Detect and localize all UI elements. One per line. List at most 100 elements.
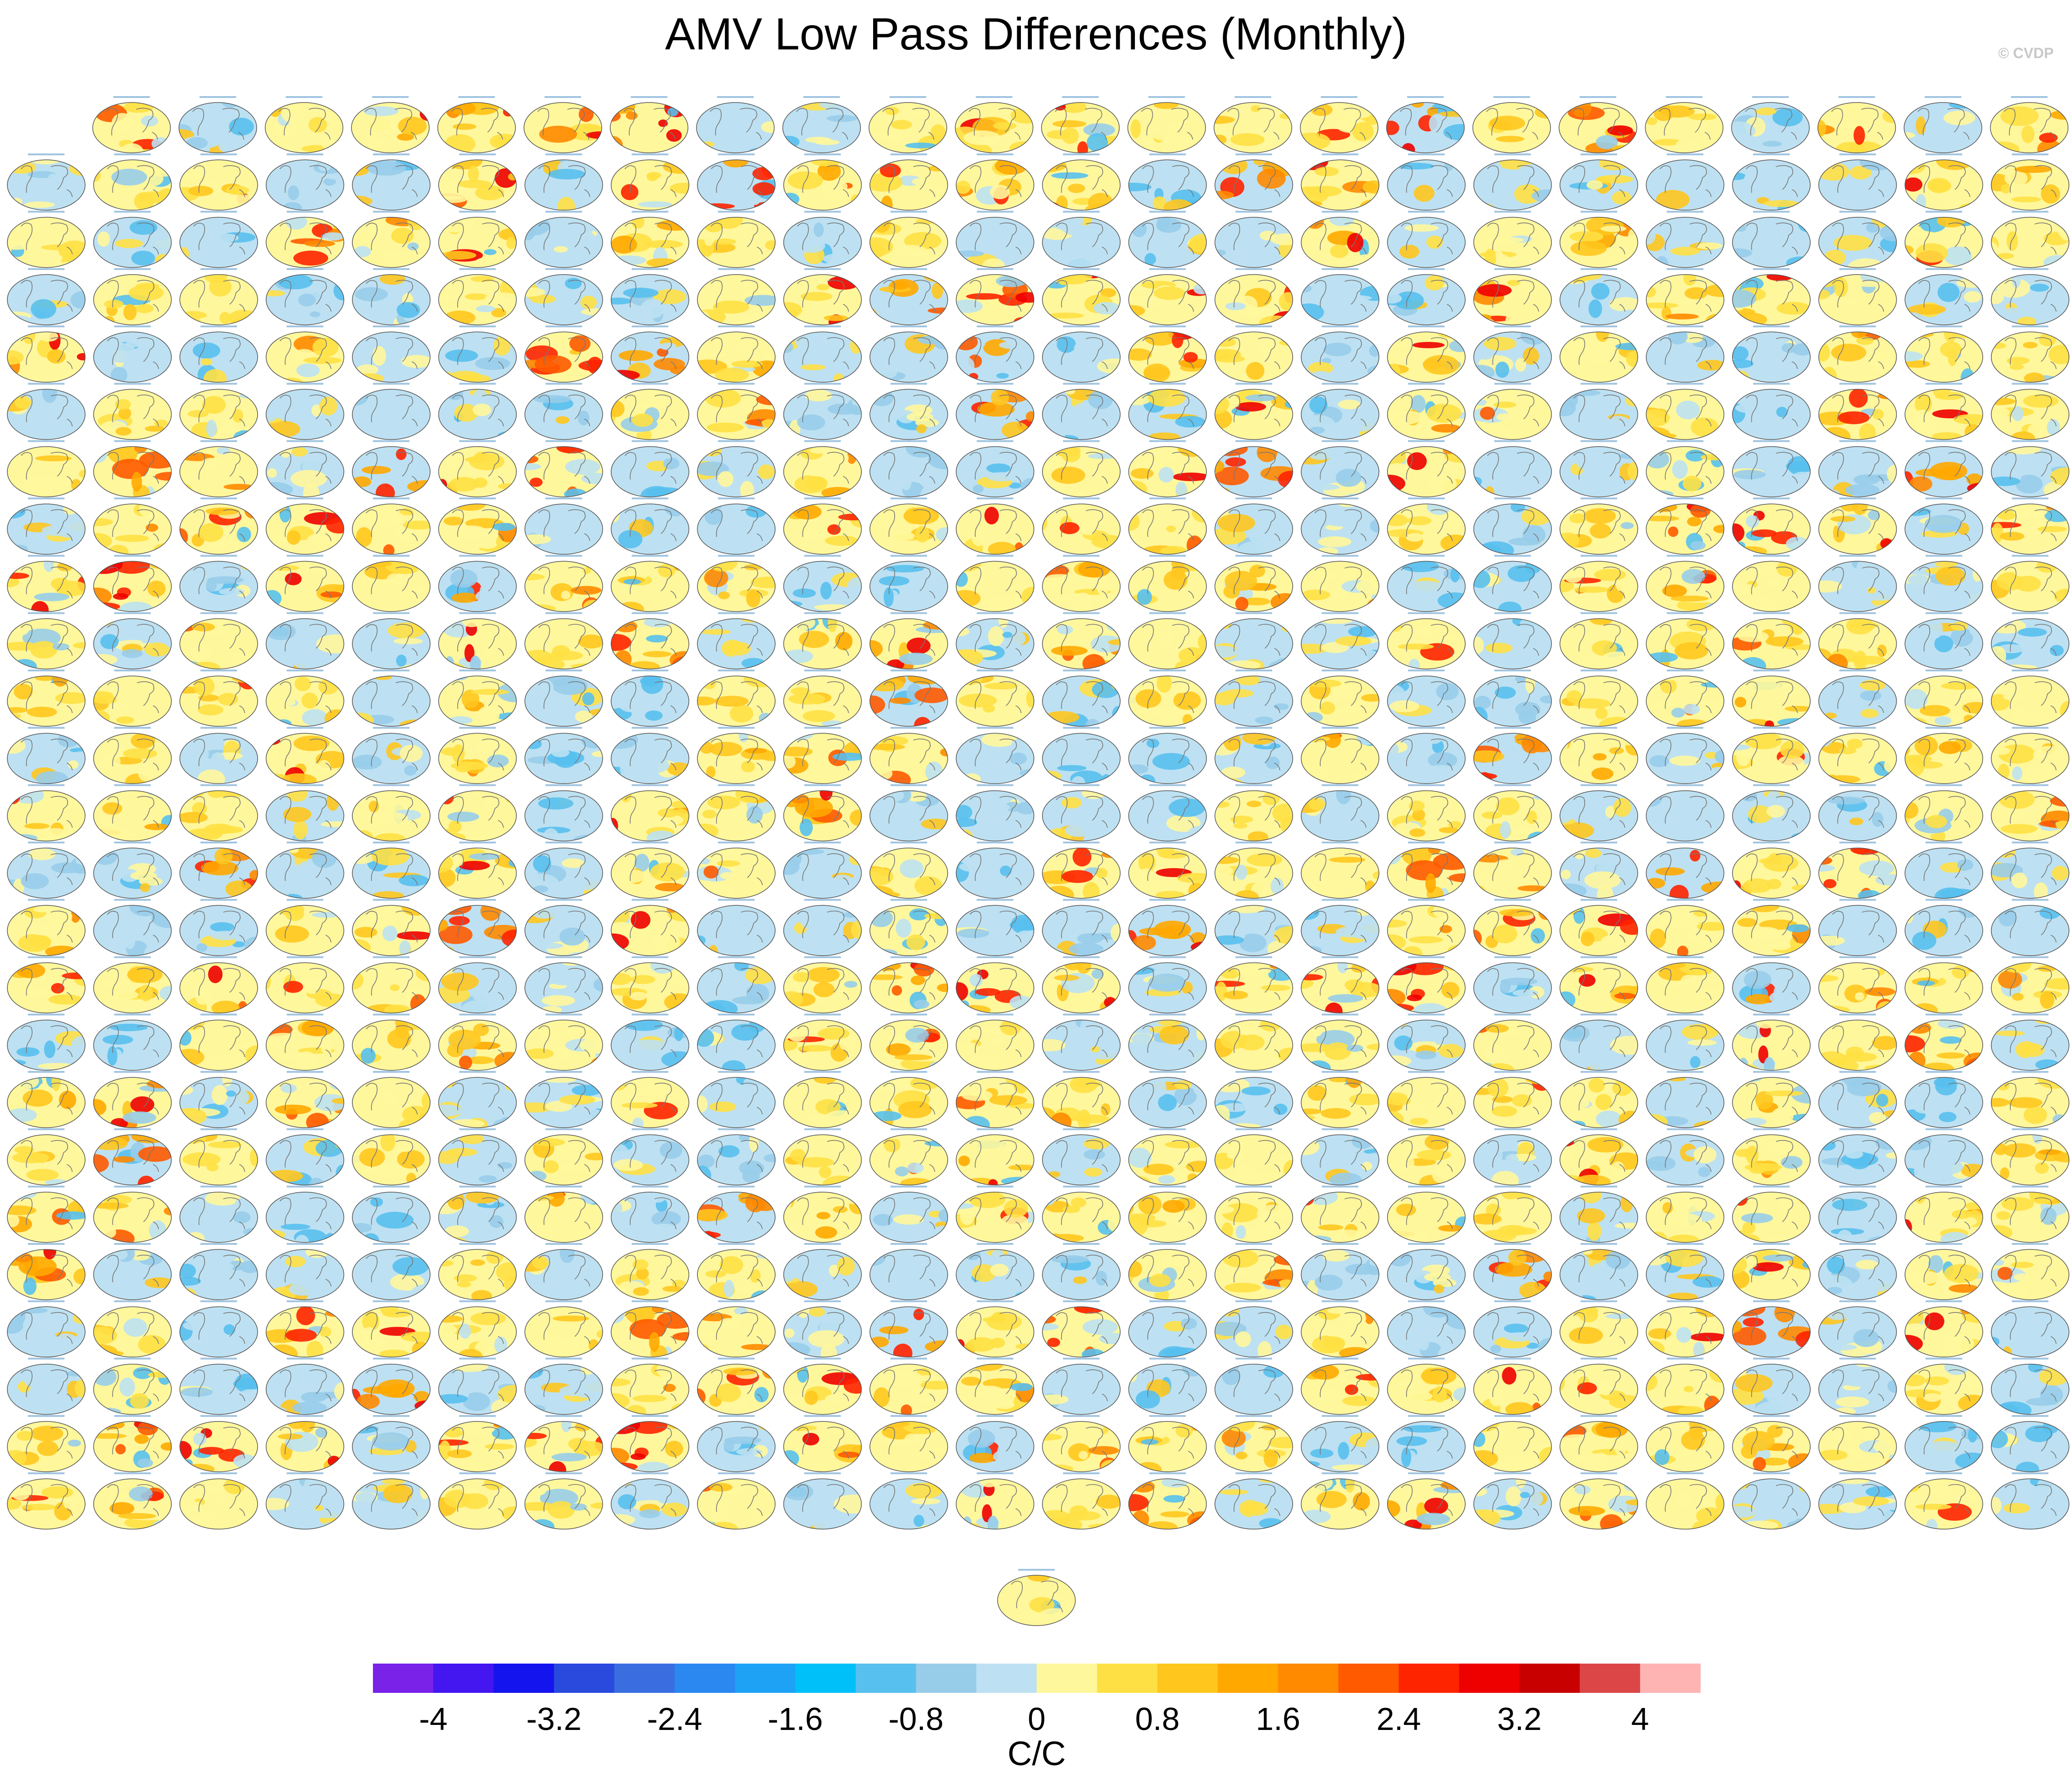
map-panel — [610, 268, 690, 325]
colorbar-cell — [1398, 1664, 1460, 1693]
colorbar-cell — [976, 1664, 1037, 1693]
map-panel — [179, 211, 258, 268]
colorbar-cell — [1036, 1664, 1097, 1693]
colorbar-tick-label: 0.8 — [1135, 1701, 1180, 1737]
map-panel — [1128, 440, 1207, 497]
colorbar-cell — [1640, 1664, 1701, 1693]
colorbar-cell — [1459, 1664, 1520, 1693]
colorbar-tick-label: -4 — [419, 1701, 448, 1737]
map-panel — [438, 153, 517, 211]
map-panel — [93, 383, 172, 440]
colorbar-cell — [1157, 1664, 1218, 1693]
map-panel — [1128, 268, 1207, 325]
map-panel — [1646, 211, 1725, 268]
colorbar-cell — [1519, 1664, 1580, 1693]
map-panel — [955, 383, 1035, 440]
map-panel — [1128, 325, 1207, 383]
map-panel — [783, 153, 862, 211]
map-panel — [179, 383, 258, 440]
map-panel — [1042, 383, 1121, 440]
map-panel — [352, 268, 431, 325]
colorbar-tick-label: -1.6 — [768, 1701, 823, 1737]
map-panel — [1559, 325, 1638, 383]
colorbar-tick-label: 1.6 — [1256, 1701, 1300, 1737]
map-panel — [869, 383, 948, 440]
map-panel — [783, 268, 862, 325]
colorbar-units-label: C/C — [1008, 1735, 1066, 1773]
map-panel — [1905, 440, 1983, 497]
colorbar-cell — [735, 1664, 796, 1693]
map-panel — [265, 268, 345, 325]
map-panel — [7, 383, 86, 440]
colorbar-cell — [855, 1664, 917, 1693]
map-panel — [524, 268, 603, 325]
colorbar-cell — [674, 1664, 735, 1693]
map-panel — [1041, 96, 1120, 153]
colorbar-cell — [1338, 1664, 1399, 1693]
map-panel — [1732, 383, 1811, 440]
map-panel — [1387, 211, 1466, 268]
map-panel — [1818, 325, 1897, 383]
colorbar-tick-label: -0.8 — [888, 1701, 944, 1737]
chart-title: AMV Low Pass Differences (Monthly) — [665, 9, 1407, 59]
colorbar-tick-label: 0 — [1028, 1701, 1046, 1737]
colorbar-cell — [373, 1664, 434, 1693]
cvdp-credit: © CVDP — [1998, 45, 2054, 61]
colorbar-cell — [1097, 1664, 1158, 1693]
map-panel — [524, 440, 603, 497]
map-panel — [1300, 383, 1380, 440]
map-panel — [1300, 440, 1380, 497]
map-panel — [1127, 96, 1206, 153]
colorbar-tick-label: 2.4 — [1376, 1701, 1421, 1737]
map-panel — [1473, 211, 1552, 268]
map-panel — [1559, 211, 1638, 268]
map-panel — [7, 497, 86, 555]
colorbar-cell — [554, 1664, 615, 1693]
colorbar-tick-label: -2.4 — [647, 1701, 702, 1737]
colorbar-cell — [1278, 1664, 1339, 1693]
map-panel — [1300, 211, 1380, 268]
map-panel — [1646, 325, 1725, 383]
map-panel — [1991, 440, 2070, 497]
map-panel — [1386, 96, 1465, 153]
colorbar-cell — [493, 1664, 555, 1693]
map-panel — [265, 497, 345, 555]
map-panel — [265, 325, 345, 383]
map-panel-grid — [7, 96, 2070, 1626]
map-panel — [1732, 153, 1811, 211]
colorbar-cell — [1218, 1664, 1279, 1693]
map-panel — [1732, 440, 1811, 497]
map-panel — [1645, 96, 1724, 153]
colorbar-cell — [614, 1664, 675, 1693]
map-panel — [955, 440, 1035, 497]
colorbar-tick-label: -3.2 — [526, 1701, 582, 1737]
map-panel — [438, 440, 517, 497]
map-panel — [1905, 211, 1983, 268]
map-panel — [352, 211, 431, 268]
map-panel — [1042, 268, 1121, 325]
map-panel — [1559, 153, 1638, 211]
map-panel — [869, 96, 947, 153]
map-panel — [1387, 383, 1466, 440]
colorbar-cell — [433, 1664, 494, 1693]
map-panel — [610, 383, 690, 440]
map-panel — [352, 440, 431, 497]
colorbar-cell — [795, 1664, 856, 1693]
map-panel — [1387, 153, 1466, 211]
map-panel — [1128, 211, 1207, 268]
map-panel — [1731, 96, 1810, 153]
map-panel — [1042, 211, 1121, 268]
map-panel — [93, 153, 172, 211]
map-panel — [1905, 153, 1983, 211]
map-panel — [524, 325, 603, 383]
colorbar-tick-label: 4 — [1631, 1701, 1649, 1737]
map-panel — [265, 383, 345, 440]
map-panel — [1559, 440, 1638, 497]
map-panel — [1300, 96, 1379, 153]
map-panel — [1042, 325, 1121, 383]
map-panel — [352, 325, 431, 383]
map-panel — [1991, 153, 2070, 211]
map-panel — [1214, 383, 1293, 440]
map-panel — [438, 268, 517, 325]
